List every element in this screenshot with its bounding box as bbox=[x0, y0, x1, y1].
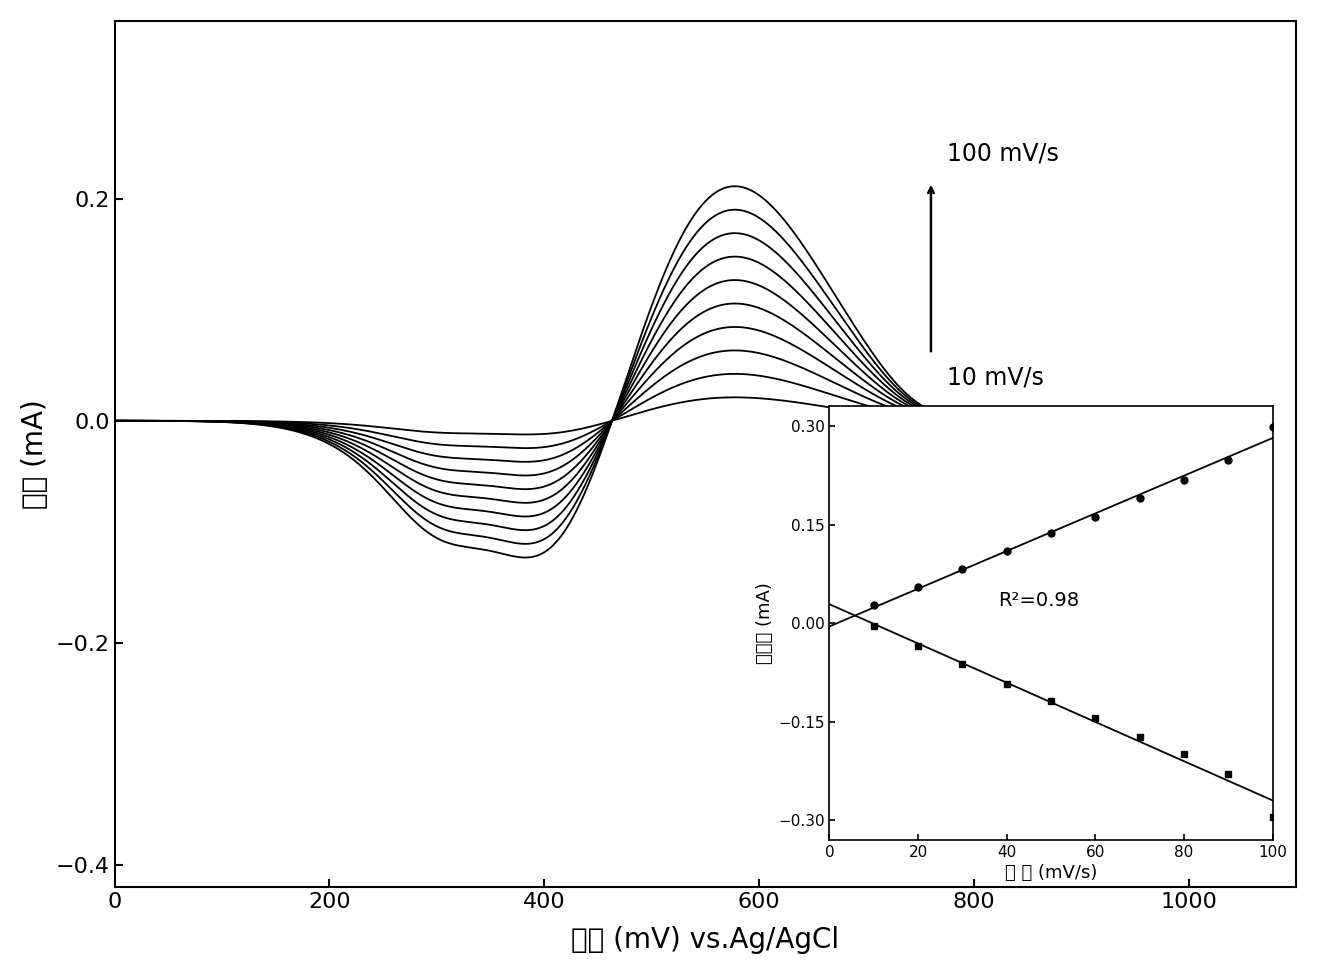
Y-axis label: 电流 (mA): 电流 (mA) bbox=[21, 399, 49, 509]
Text: 10 mV/s: 10 mV/s bbox=[947, 366, 1044, 389]
Text: 100 mV/s: 100 mV/s bbox=[947, 141, 1059, 166]
X-axis label: 电压 (mV) vs.Ag/AgCl: 电压 (mV) vs.Ag/AgCl bbox=[572, 926, 839, 955]
